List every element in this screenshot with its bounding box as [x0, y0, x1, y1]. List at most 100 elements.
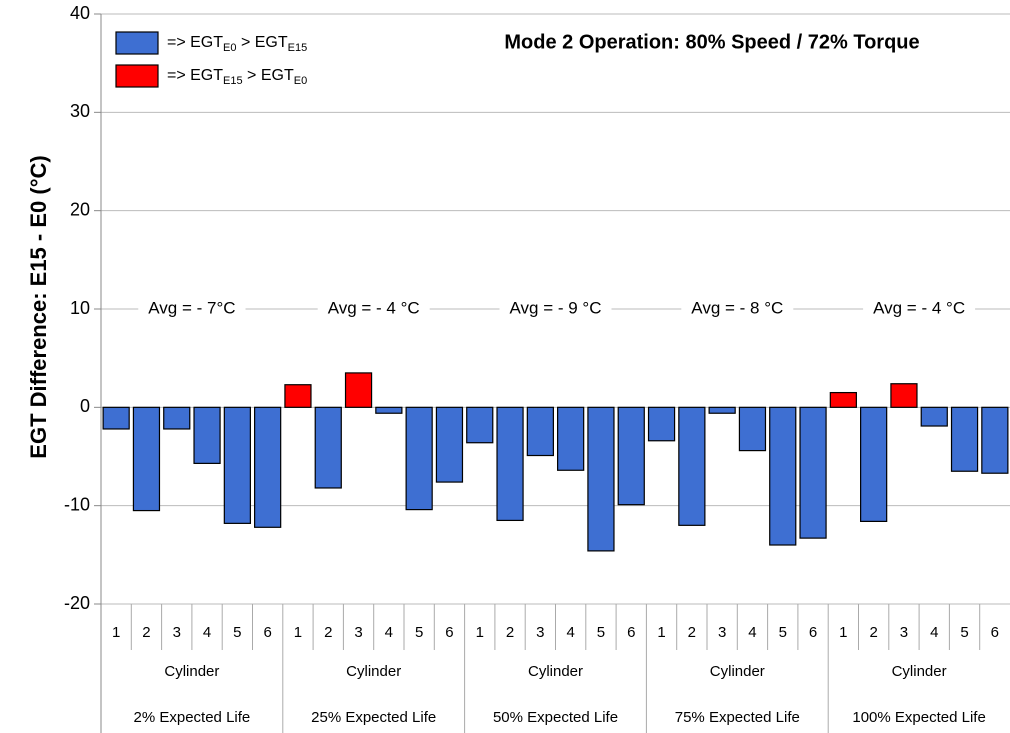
legend-text: > EGT: [243, 67, 294, 84]
annotation: Avg = - 9 °C: [510, 298, 602, 317]
group-sublabel: Cylinder: [710, 663, 765, 680]
bar: [860, 406, 888, 523]
x-tick-label: 6: [809, 624, 817, 641]
annotation: Avg = - 4 °C: [328, 298, 420, 317]
legend-subscript: E15: [288, 42, 308, 54]
legend-text: > EGT: [237, 34, 288, 51]
x-tick-label: 6: [627, 624, 635, 641]
y-tick-label: 20: [70, 199, 90, 219]
x-tick-label: 2: [688, 624, 696, 641]
group-label: 100% Expected Life: [852, 709, 985, 726]
x-tick-label: 3: [536, 624, 544, 641]
x-tick-label: 2: [869, 624, 877, 641]
x-tick-label: 5: [779, 624, 787, 641]
x-tick-label: 2: [142, 624, 150, 641]
bar: [738, 406, 767, 452]
x-tick-label: 2: [506, 624, 514, 641]
bar: [344, 372, 373, 408]
bar: [466, 406, 494, 444]
bar: [708, 406, 736, 414]
bar: [375, 406, 403, 414]
x-tick-label: 6: [263, 624, 271, 641]
y-tick-label: 30: [70, 101, 90, 121]
legend-text: => EGT: [167, 67, 223, 84]
x-tick-label: 2: [324, 624, 332, 641]
group-sublabel: Cylinder: [528, 663, 583, 680]
bar: [163, 406, 191, 430]
bar: [435, 406, 464, 483]
group-label: 50% Expected Life: [493, 709, 618, 726]
y-tick-label: -10: [64, 494, 90, 514]
y-tick-label: 10: [70, 298, 90, 318]
bar: [284, 384, 312, 408]
bar: [405, 406, 433, 511]
annotation: Avg = - 8 °C: [691, 298, 783, 317]
legend-subscript: E0: [223, 42, 236, 54]
bar: [981, 406, 1009, 474]
y-axis-label: EGT Difference: E15 - E0 (°C): [26, 155, 51, 458]
bar: [193, 406, 221, 464]
bar: [223, 406, 251, 524]
y-tick-label: -20: [64, 593, 90, 613]
group-sublabel: Cylinder: [346, 663, 401, 680]
bar: [557, 406, 585, 471]
group-label: 2% Expected Life: [134, 709, 251, 726]
group-sublabel: Cylinder: [892, 663, 947, 680]
y-tick-label: 40: [70, 3, 90, 23]
bar: [132, 406, 161, 512]
legend-text: => EGT: [167, 34, 223, 51]
x-tick-label: 1: [112, 624, 120, 641]
x-tick-label: 5: [597, 624, 605, 641]
x-tick-label: 1: [839, 624, 847, 641]
group-label: 75% Expected Life: [675, 709, 800, 726]
x-tick-label: 6: [991, 624, 999, 641]
bar: [920, 406, 948, 427]
bar: [496, 406, 524, 522]
bar: [950, 406, 979, 472]
x-tick-label: 5: [233, 624, 241, 641]
x-tick-label: 4: [930, 624, 938, 641]
annotation-background: [863, 299, 976, 319]
bar: [890, 383, 918, 408]
x-tick-label: 3: [354, 624, 362, 641]
chart-title: Mode 2 Operation: 80% Speed / 72% Torque: [504, 31, 919, 53]
x-tick-label: 1: [476, 624, 484, 641]
bar: [829, 391, 857, 408]
bar: [526, 406, 554, 457]
x-tick-label: 3: [718, 624, 726, 641]
legend-swatch: [115, 31, 159, 55]
annotation: Avg = - 4 °C: [873, 298, 965, 317]
bar: [769, 406, 797, 546]
legend-swatch: [115, 64, 159, 88]
bar: [617, 406, 645, 506]
group-sublabel: Cylinder: [164, 663, 219, 680]
x-tick-label: 4: [203, 624, 211, 641]
x-tick-label: 5: [960, 624, 968, 641]
bar: [647, 406, 676, 442]
bar: [314, 406, 342, 489]
x-tick-label: 3: [900, 624, 908, 641]
annotation-background: [681, 299, 794, 319]
x-tick-label: 1: [657, 624, 665, 641]
annotation-background: [499, 299, 612, 319]
bar: [678, 406, 706, 526]
x-tick-label: 4: [748, 624, 756, 641]
grid: [101, 13, 1010, 605]
legend-subscript: E0: [294, 75, 307, 87]
x-tick-label: 3: [173, 624, 181, 641]
bar: [799, 406, 827, 539]
legend-label: => EGTE0 > EGTE15: [167, 34, 307, 54]
annotation-background: [317, 299, 430, 319]
bar: [254, 406, 282, 528]
x-tick-label: 6: [445, 624, 453, 641]
legend-label: => EGTE15 > EGTE0: [167, 67, 307, 87]
y-tick-label: 0: [80, 396, 90, 416]
x-tick-label: 5: [415, 624, 423, 641]
bar: [102, 406, 130, 430]
annotation: Avg = - 7°C: [148, 298, 235, 317]
bar: [587, 406, 615, 552]
legend-subscript: E15: [223, 75, 243, 87]
annotation-background: [138, 299, 246, 319]
group-label: 25% Expected Life: [311, 709, 436, 726]
